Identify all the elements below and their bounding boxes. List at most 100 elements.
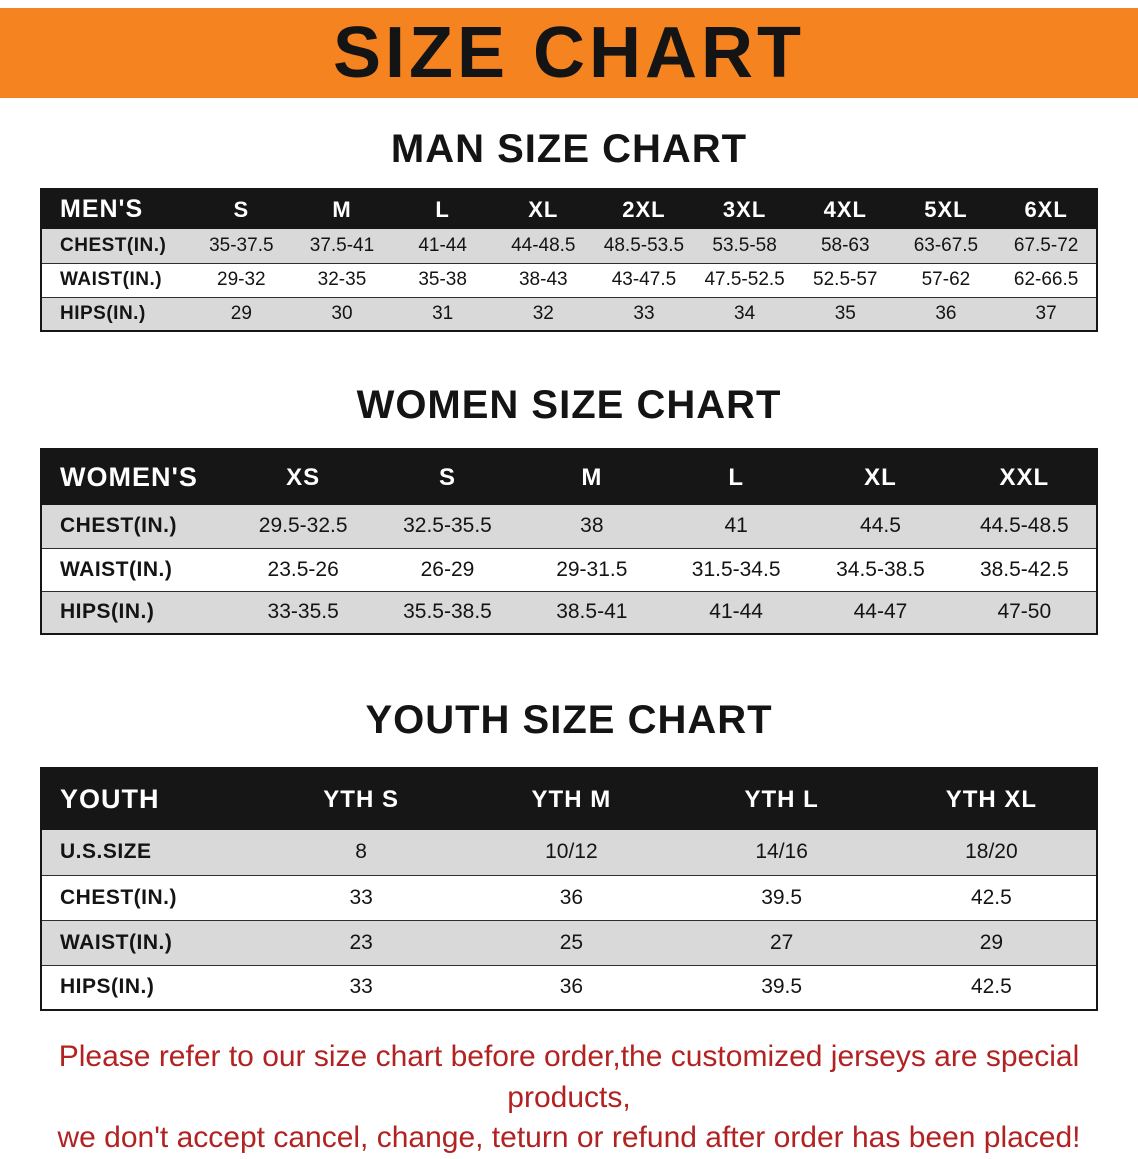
measure-value-cell: 32 [532, 302, 554, 324]
youth-size-section: YOUTH SIZE CHART YOUTH YTH S YTH M YTH L YTH… [0, 697, 1138, 1011]
measure-value-cell: 33 [633, 302, 655, 324]
women-section-title: WOMEN SIZE CHART [356, 383, 782, 427]
men-section-title: MAN SIZE CHART [390, 127, 748, 171]
table-header-row: YOUTH YTH S YTH M YTH L YTH XL [41, 768, 1097, 830]
measure-value-cell: 37 [1035, 302, 1057, 324]
measure-value-cell: 44.5-48.5 [979, 514, 1069, 538]
measure-value-cell: 26-29 [420, 557, 475, 581]
size-header-cell: 6XL [996, 189, 1097, 229]
measure-value-cell: 62-66.5 [1013, 269, 1079, 290]
measure-label-cell: WAIST(IN.) [60, 269, 163, 290]
measure-value-cell: 43-47.5 [611, 269, 677, 290]
table-row: WAIST(IN.) 23.5-26 26-29 29-31.5 31.5-34.5 34… [41, 548, 1097, 591]
size-header-cell: XS [231, 449, 376, 505]
measure-value-cell: 25 [559, 930, 584, 954]
measure-value-cell: 32-35 [317, 269, 367, 290]
measure-value-cell: 10/12 [545, 840, 598, 864]
size-header-cell: YTH S [256, 768, 467, 830]
table-title-cell: MEN'S [41, 189, 191, 229]
measure-value-cell: 31 [432, 302, 454, 324]
measure-value-cell: 41 [724, 514, 748, 538]
measure-value-cell: 33 [349, 885, 373, 909]
measure-value-cell: 29 [230, 302, 252, 324]
table-header-row: MEN'S S M L XL 2XL 3XL 4XL 5XL 6XL [41, 189, 1097, 229]
measure-value-cell: 33 [349, 975, 373, 999]
measure-value-cell: 44.5 [860, 514, 901, 538]
women-size-table: WOMEN'S XS S M L XL XXL CHEST(IN.) 29.5-32.5 32.5… [40, 448, 1098, 635]
youth-size-table: YOUTH YTH S YTH M YTH L YTH XL U.S.SIZE 8 10/12… [40, 767, 1098, 1011]
table-row: WAIST(IN.) 23 25 27 29 [41, 920, 1097, 965]
men-size-table: MEN'S S M L XL 2XL 3XL 4XL 5XL 6XL CHEST(IN.) 35-37… [40, 188, 1098, 332]
measure-label-cell: HIPS(IN.) [60, 975, 155, 999]
measure-value-cell: 37.5-41 [309, 234, 375, 256]
size-header-cell: YTH L [676, 768, 887, 830]
measure-value-cell: 27 [769, 930, 794, 954]
measure-value-cell: 29.5-32.5 [258, 514, 348, 538]
measure-value-cell: 67.5-72 [1013, 234, 1079, 256]
measure-value-cell: 41-44 [418, 234, 467, 256]
measure-value-cell: 8 [355, 840, 367, 864]
measure-value-cell: 47.5-52.5 [704, 269, 785, 290]
measure-label-cell: WAIST(IN.) [60, 557, 173, 581]
table-row: CHEST(IN.) 33 36 39.5 42.5 [41, 875, 1097, 920]
measure-value-cell: 57-62 [921, 269, 971, 290]
men-size-section: MAN SIZE CHART MEN'S S M L XL 2XL 3XL 4XL 5XL 6XL… [0, 126, 1138, 332]
measure-value-cell: 47-50 [997, 600, 1052, 624]
measure-value-cell: 23.5-26 [267, 557, 339, 581]
size-header-cell: XL [492, 189, 594, 229]
measure-value-cell: 39.5 [761, 975, 803, 999]
measure-value-cell: 23 [349, 930, 373, 954]
measure-value-cell: 58-63 [820, 234, 870, 256]
table-row: HIPS(IN.) 29 30 31 32 33 34 35 36 37 [41, 297, 1097, 331]
measure-value-cell: 35-38 [418, 269, 467, 290]
table-header-row: WOMEN'S XS S M L XL XXL [41, 449, 1097, 505]
table-row: CHEST(IN.) 35-37.5 37.5-41 41-44 44-48.5 48.5… [41, 229, 1097, 263]
measure-value-cell: 42.5 [970, 885, 1012, 909]
measure-value-cell: 18/20 [965, 840, 1018, 864]
youth-section-title: YOUTH SIZE CHART [365, 698, 773, 742]
size-header-cell: YTH XL [886, 768, 1097, 830]
measure-label-cell: U.S.SIZE [60, 840, 152, 864]
table-row: U.S.SIZE 8 10/12 14/16 18/20 [41, 830, 1097, 875]
measure-value-cell: 42.5 [970, 975, 1012, 999]
measure-value-cell: 36 [559, 975, 584, 999]
measure-label-cell: HIPS(IN.) [60, 302, 146, 324]
page-title: SIZE CHART [333, 13, 805, 93]
table-row: CHEST(IN.) 29.5-32.5 32.5-35.5 38 41 44.5 44.5… [41, 505, 1097, 548]
size-header-cell: 5XL [895, 189, 997, 229]
measure-value-cell: 14/16 [755, 840, 808, 864]
disclaimer-note: Please refer to our size chart before or… [0, 1037, 1138, 1159]
size-header-cell: 4XL [794, 189, 896, 229]
table-title-cell: WOMEN'S [41, 449, 231, 505]
size-header-cell: 2XL [593, 189, 695, 229]
measure-value-cell: 38.5-42.5 [979, 557, 1069, 581]
size-header-cell: L [663, 449, 809, 505]
size-header-cell: YTH M [466, 768, 677, 830]
size-header-cell: S [191, 189, 292, 229]
measure-value-cell: 38.5-41 [556, 600, 628, 624]
size-header-cell: M [519, 449, 664, 505]
women-size-section: WOMEN SIZE CHART WOMEN'S XS S M L XL XXL CHEST(… [0, 382, 1138, 635]
measure-value-cell: 35 [834, 302, 856, 324]
measure-value-cell: 36 [935, 302, 957, 324]
measure-value-cell: 44-47 [853, 600, 908, 624]
measure-label-cell: HIPS(IN.) [60, 600, 155, 624]
size-chart-page: SIZE CHART MAN SIZE CHART MEN'S S M L XL 2XL 3… [0, 8, 1138, 1154]
measure-value-cell: 29-31.5 [556, 557, 628, 581]
measure-label-cell: CHEST(IN.) [60, 514, 177, 538]
measure-value-cell: 38 [580, 514, 604, 538]
table-title-cell: YOUTH [41, 768, 256, 830]
measure-value-cell: 34 [734, 302, 756, 324]
disclaimer-line-2: we don't accept cancel, change, teturn o… [57, 1121, 1081, 1154]
size-header-cell: M [291, 189, 393, 229]
measure-label-cell: CHEST(IN.) [60, 234, 167, 256]
measure-value-cell: 44-48.5 [511, 234, 576, 256]
measure-value-cell: 39.5 [761, 885, 803, 909]
measure-value-cell: 31.5-34.5 [691, 557, 781, 581]
measure-value-cell: 52.5-57 [813, 269, 878, 290]
table-row: HIPS(IN.) 33-35.5 35.5-38.5 38.5-41 41-44 44-… [41, 591, 1097, 634]
measure-value-cell: 38-43 [518, 269, 568, 290]
measure-label-cell: WAIST(IN.) [60, 930, 173, 954]
measure-value-cell: 29 [979, 930, 1004, 954]
measure-value-cell: 48.5-53.5 [603, 234, 685, 256]
